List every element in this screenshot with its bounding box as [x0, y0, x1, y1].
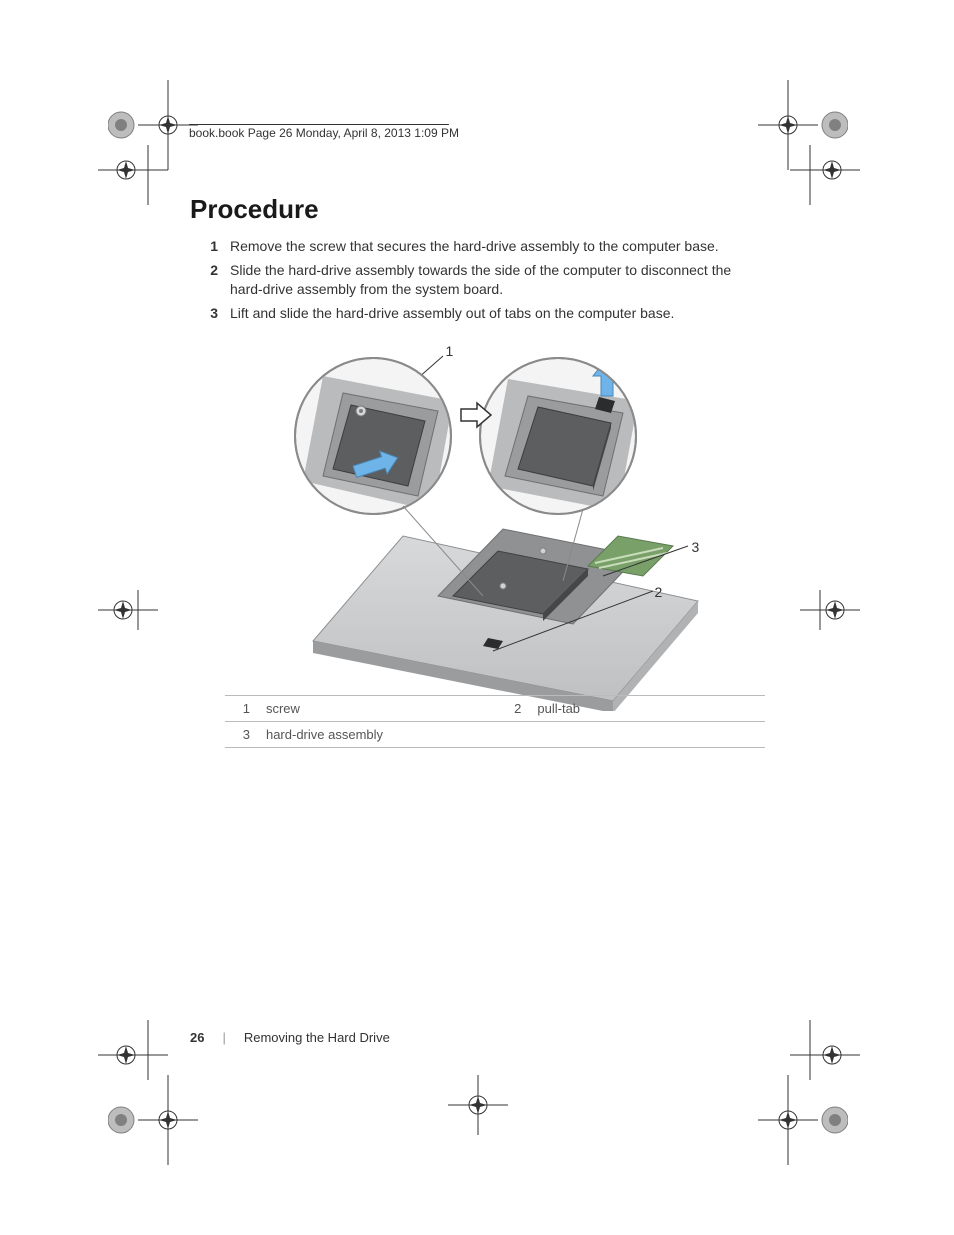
crop-mark-bottom-left — [108, 1075, 198, 1165]
crop-mark-top-left — [108, 80, 198, 170]
callout-1: 1 — [446, 343, 454, 359]
crop-mark-left-mid — [98, 590, 158, 630]
legend-label: pull-tab — [529, 696, 765, 722]
legend-num — [496, 722, 529, 748]
legend-table: 1 screw 2 pull-tab 3 hard-drive assembly — [225, 695, 765, 748]
legend-num: 3 — [225, 722, 258, 748]
crop-mark-right-mid — [800, 590, 860, 630]
legend-label: screw — [258, 696, 496, 722]
page-footer: 26 | Removing the Hard Drive — [190, 1030, 765, 1045]
callout-2: 2 — [655, 584, 663, 600]
footer-separator: | — [222, 1030, 225, 1045]
step-3: 3 Lift and slide the hard-drive assembly… — [190, 304, 765, 324]
step-text: Slide the hard-drive assembly towards th… — [230, 261, 765, 300]
step-number: 2 — [190, 261, 230, 300]
page: book.book Page 26 Monday, April 8, 2013 … — [0, 0, 954, 1235]
step-text: Lift and slide the hard-drive assembly o… — [230, 304, 765, 324]
crop-mark-right-upper — [790, 145, 860, 205]
step-number: 1 — [190, 237, 230, 257]
step-number: 3 — [190, 304, 230, 324]
step-1: 1 Remove the screw that secures the hard… — [190, 237, 765, 257]
legend-num: 1 — [225, 696, 258, 722]
section-title: Procedure — [190, 194, 765, 225]
crop-mark-bottom-mid — [448, 1075, 508, 1135]
header-rule — [189, 124, 449, 125]
crop-mark-left-lower — [98, 1020, 168, 1080]
legend-label: hard-drive assembly — [258, 722, 496, 748]
step-2: 2 Slide the hard-drive assembly towards … — [190, 261, 765, 300]
crop-mark-right-lower — [790, 1020, 860, 1080]
running-head: book.book Page 26 Monday, April 8, 2013 … — [189, 126, 459, 140]
legend-num: 2 — [496, 696, 529, 722]
chapter-title: Removing the Hard Drive — [244, 1030, 390, 1045]
step-text: Remove the screw that secures the hard-d… — [230, 237, 765, 257]
legend-label — [529, 722, 765, 748]
page-number: 26 — [190, 1030, 204, 1045]
callout-3: 3 — [692, 539, 700, 555]
content-area: Procedure 1 Remove the screw that secure… — [190, 194, 765, 711]
crop-mark-left-upper — [98, 145, 168, 205]
procedure-list: 1 Remove the screw that secures the hard… — [190, 237, 765, 323]
figure-hard-drive-removal: 1 2 3 — [243, 341, 713, 711]
laptop-base-drawing — [313, 529, 698, 711]
legend-row: 3 hard-drive assembly — [225, 722, 765, 748]
legend-row: 1 screw 2 pull-tab — [225, 696, 765, 722]
crop-mark-bottom-right — [758, 1075, 848, 1165]
crop-mark-top-right — [758, 80, 848, 170]
